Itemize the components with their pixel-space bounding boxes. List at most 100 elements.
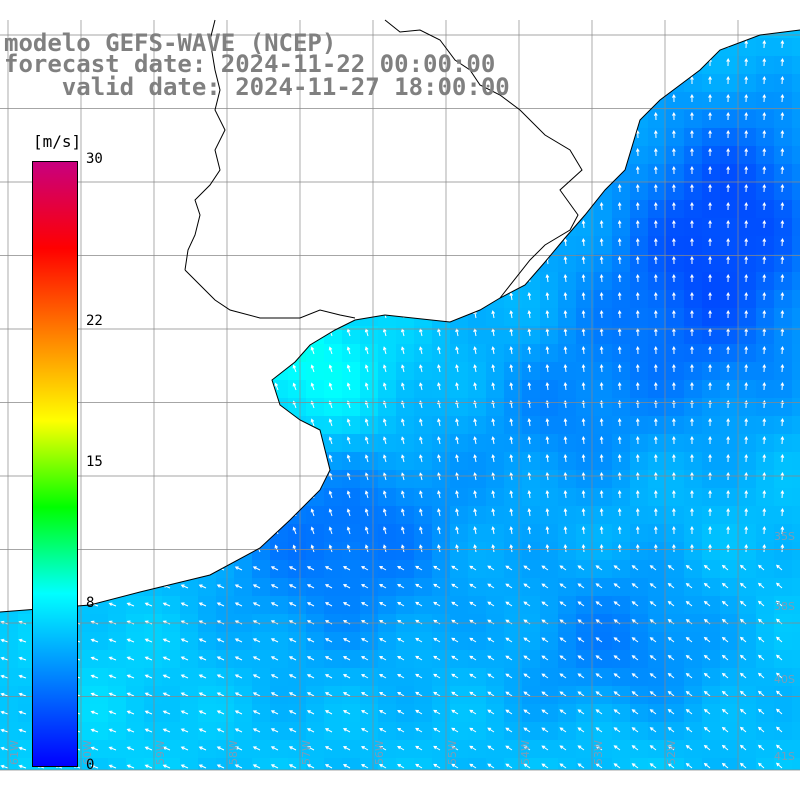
wind-arrow [491, 256, 496, 265]
speed-cell [504, 704, 523, 723]
wind-arrow [708, 93, 712, 103]
speed-cell [378, 110, 397, 129]
speed-cell [414, 236, 433, 255]
wind-arrow [346, 30, 351, 31]
speed-cell [504, 686, 523, 705]
wind-arrow [473, 544, 477, 553]
wind-arrow [220, 256, 225, 265]
wind-arrow [148, 328, 153, 337]
speed-cell [216, 668, 235, 687]
speed-cell [558, 362, 577, 381]
wind-arrow [342, 692, 351, 697]
speed-cell [558, 470, 577, 489]
wind-arrow [144, 710, 153, 715]
wind-arrow [545, 436, 550, 445]
wind-arrow [455, 130, 459, 139]
speed-cell [594, 308, 613, 327]
speed-cell [648, 200, 667, 219]
speed-cell [90, 524, 109, 543]
wind-arrow [599, 219, 604, 229]
speed-cell [792, 470, 800, 489]
speed-cell [720, 758, 739, 770]
speed-cell [270, 434, 289, 453]
speed-cell [666, 362, 685, 381]
wind-arrow [541, 691, 549, 697]
wind-arrow [148, 130, 153, 139]
speed-cell [504, 650, 523, 669]
speed-cell [378, 416, 397, 435]
wind-arrow [162, 764, 171, 769]
wind-arrow [401, 544, 405, 553]
wind-arrow [563, 436, 568, 445]
wind-arrow [617, 183, 622, 193]
speed-cell [270, 128, 289, 147]
valid-date: valid date: 2024-11-27 18:00:00 [4, 73, 510, 101]
wind-arrow [739, 564, 747, 571]
speed-cell [162, 668, 181, 687]
speed-cell [414, 290, 433, 309]
speed-cell [360, 506, 379, 525]
speed-cell [558, 704, 577, 723]
wind-arrow [234, 674, 243, 679]
wind-arrow [635, 543, 640, 553]
wind-arrow [455, 166, 459, 175]
speed-cell [342, 668, 361, 687]
speed-cell [108, 740, 127, 759]
speed-cell [594, 254, 613, 273]
speed-cell [792, 110, 800, 129]
wind-arrow [144, 746, 153, 751]
speed-cell [342, 650, 361, 669]
speed-cell [252, 344, 271, 363]
speed-cell [396, 722, 415, 741]
wind-arrow [112, 292, 117, 301]
speed-cell [450, 200, 469, 219]
speed-cell [126, 290, 145, 309]
wind-arrow [202, 292, 207, 301]
speed-cell [792, 38, 800, 57]
speed-cell [108, 434, 127, 453]
wind-arrow [545, 30, 550, 31]
speed-cell [234, 290, 253, 309]
wind-arrow [238, 526, 243, 535]
speed-cell [666, 38, 685, 57]
wind-arrow [21, 455, 27, 463]
wind-arrow [342, 584, 351, 589]
speed-cell [792, 380, 800, 399]
wind-arrow [112, 346, 117, 355]
wind-arrow [93, 401, 99, 409]
speed-cell [414, 452, 433, 471]
wind-arrow [726, 453, 730, 463]
wind-arrow [635, 291, 640, 301]
wind-arrow [491, 508, 496, 517]
wind-arrow [148, 238, 153, 247]
wind-arrow [744, 237, 749, 247]
speed-cell [288, 200, 307, 219]
wind-arrow [419, 544, 423, 553]
wind-arrow [130, 220, 135, 229]
wind-arrow [509, 166, 514, 175]
speed-cell [738, 236, 757, 255]
speed-cell [0, 182, 19, 201]
speed-cell [540, 164, 559, 183]
speed-cell [432, 146, 451, 165]
speed-cell [234, 272, 253, 291]
speed-cell [540, 344, 559, 363]
wind-arrow [527, 364, 532, 373]
speed-cell [702, 578, 721, 597]
speed-cell [450, 470, 469, 489]
speed-cell [450, 596, 469, 615]
wind-arrow [216, 638, 225, 643]
speed-cell [252, 632, 271, 651]
wind-arrow [437, 418, 441, 427]
wind-arrow [744, 507, 749, 517]
speed-cell [684, 164, 703, 183]
wind-arrow [527, 346, 532, 355]
wind-arrow [744, 30, 749, 31]
speed-cell [270, 182, 289, 201]
wind-arrow [509, 292, 514, 301]
wind-arrow [541, 673, 549, 679]
wind-arrow [21, 509, 27, 517]
wind-arrow [202, 472, 207, 481]
wind-arrow [509, 58, 514, 67]
wind-arrow [18, 602, 27, 607]
